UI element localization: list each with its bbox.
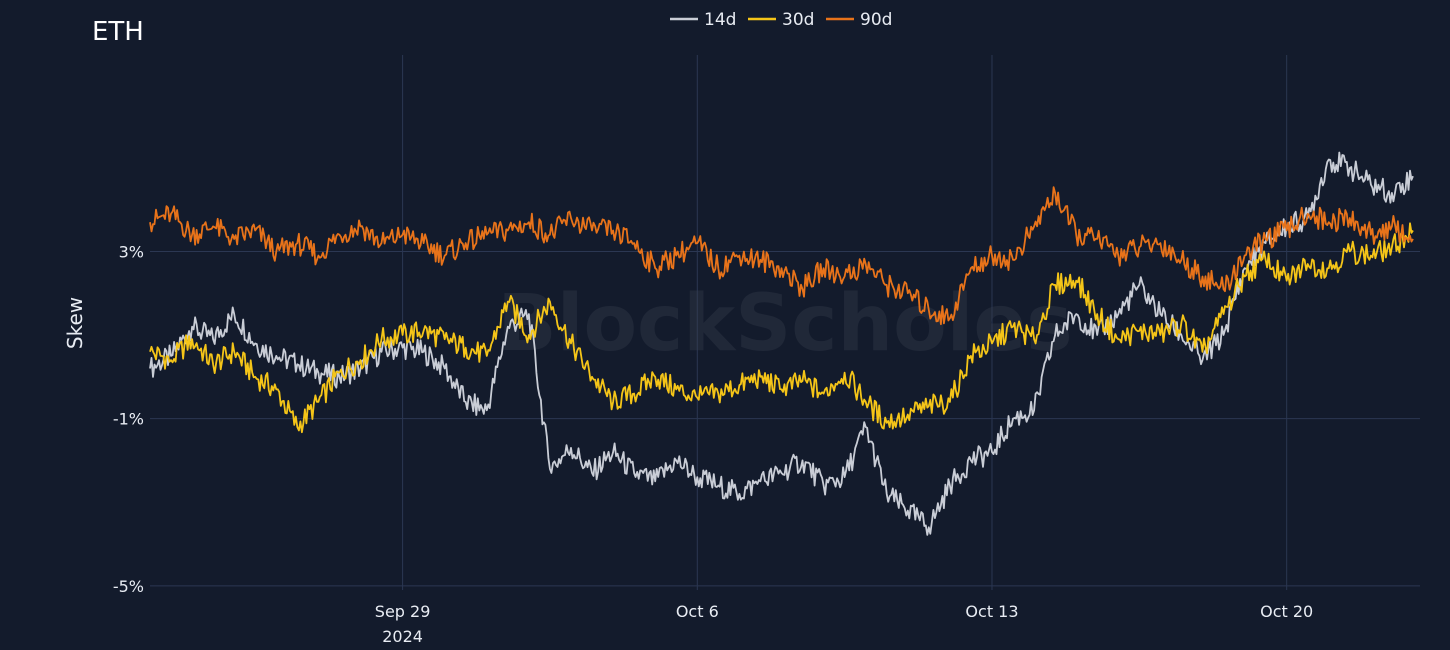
x-tick-label: Oct 20 <box>1260 602 1313 621</box>
x-tick-label: Sep 29 <box>375 602 431 621</box>
grid-layer <box>150 55 1420 590</box>
y-tick-label: -1% <box>113 410 144 429</box>
y-axis-ticks: 3% -1% -5% <box>113 242 144 595</box>
legend: 14d 30d 90d <box>670 10 892 30</box>
series-line-30d <box>149 222 1414 434</box>
series-line-90d <box>149 186 1414 326</box>
legend-label-30d: 30d <box>782 10 814 30</box>
series-layer <box>149 151 1414 536</box>
x-axis-ticks: Sep 29 2024 Oct 6 Oct 13 Oct 20 <box>375 602 1313 646</box>
legend-label-90d: 90d <box>860 10 892 30</box>
y-axis-label: Skew <box>63 297 87 349</box>
legend-label-14d: 14d <box>704 10 736 30</box>
series-line-14d <box>149 151 1414 536</box>
y-tick-label: -5% <box>113 577 144 596</box>
chart-title: ETH <box>92 17 144 47</box>
x-tick-sublabel: 2024 <box>382 627 423 646</box>
x-tick-label: Oct 6 <box>676 602 719 621</box>
watermark: BlockScholes <box>497 279 1072 369</box>
y-tick-label: 3% <box>119 242 144 261</box>
x-tick-label: Oct 13 <box>965 602 1018 621</box>
